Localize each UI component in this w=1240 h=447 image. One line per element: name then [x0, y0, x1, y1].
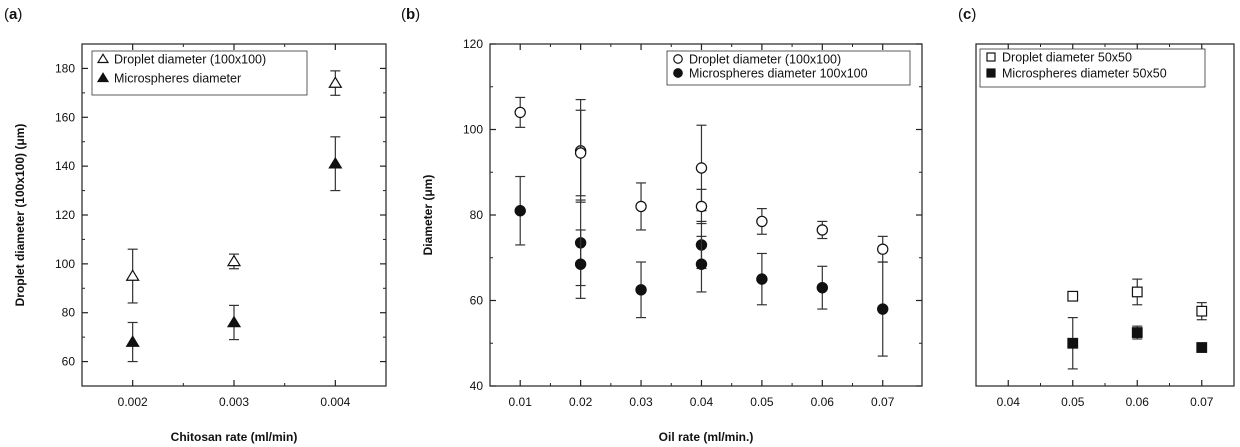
data-point	[635, 200, 647, 213]
legend-marker	[986, 68, 996, 78]
series-2	[125, 136, 343, 363]
y-tick-label: 100	[463, 123, 483, 137]
legend-marker	[673, 68, 683, 78]
legend: Droplet diameter (100x100)Microspheres d…	[666, 50, 911, 86]
data-point	[125, 335, 140, 347]
data-point	[328, 156, 343, 169]
y-axis-label: Droplet diameter (100x100) (μm)	[13, 124, 27, 307]
data-point	[226, 315, 242, 328]
data-point	[816, 281, 829, 294]
y-tick-label: 60	[62, 355, 76, 369]
x-tick-label: 0.06	[811, 395, 835, 409]
data-point	[635, 284, 647, 296]
legend-box	[979, 48, 1206, 88]
data-point	[1067, 290, 1079, 302]
y-tick-label: 60	[470, 294, 484, 308]
data-point	[756, 273, 768, 285]
y-tick-label: 100	[55, 257, 75, 271]
data-point	[1131, 286, 1143, 298]
data-point	[877, 303, 889, 315]
x-tick-label: 0.04	[997, 395, 1021, 409]
data-point	[695, 162, 708, 174]
x-tick-label: 0.002	[118, 395, 148, 409]
x-tick-label: 0.004	[320, 395, 350, 409]
legend-label: Droplet diameter 50x50	[1002, 51, 1132, 65]
y-tick-label: 140	[55, 159, 75, 173]
series-1	[1067, 278, 1208, 321]
data-point	[125, 269, 140, 281]
panel-label: (b)	[401, 6, 420, 23]
panel-label: (c)	[958, 6, 976, 23]
x-tick-label: 0.02	[569, 395, 593, 409]
x-tick-label: 0.07	[871, 395, 895, 409]
series-1	[514, 96, 889, 263]
legend-label: Microspheres diameter 50x50	[1002, 67, 1167, 81]
legend-marker	[673, 54, 683, 64]
legend-label: Microspheres diameter	[114, 72, 241, 86]
plot-frame	[489, 43, 923, 387]
series-1	[125, 70, 343, 304]
panel-a: (a) 0.002 0.003 0.004 60 80 100 120 140 160 180 Chi…	[4, 6, 387, 444]
legend-label: Droplet diameter (100x100)	[114, 53, 266, 67]
legend-marker	[96, 53, 110, 64]
y-tick-label: 120	[463, 37, 483, 51]
x-tick-label: 0.05	[750, 395, 774, 409]
data-point	[877, 243, 889, 255]
legend-box	[91, 50, 308, 96]
panel-b: (b) 0.01 0.02 0.03 0.04 0.05 0.06 0.07 40 60 80 100…	[401, 6, 923, 444]
legend-marker	[96, 72, 110, 83]
x-axis-label: Oil rate (ml/min.)	[659, 430, 754, 444]
y-tick-label: 160	[55, 110, 75, 124]
x-tick-label: 0.06	[1126, 395, 1150, 409]
y-axis-label: Diameter (μm)	[421, 175, 435, 256]
x-tick-label: 0.003	[219, 395, 249, 409]
panel-label: (a)	[4, 6, 22, 23]
data-point	[695, 200, 708, 213]
y-tick-label: 40	[470, 379, 484, 393]
series-2	[1067, 317, 1208, 370]
x-tick-label: 0.01	[509, 395, 533, 409]
y-tick-label: 180	[55, 61, 75, 75]
data-point	[514, 106, 526, 119]
x-tick-label: 0.04	[690, 395, 714, 409]
panel-c: (c) 0.04 0.05 0.06 0.07 Droplet diameter 50x5…	[958, 6, 1235, 409]
legend-label: Droplet diameter (100x100)	[689, 53, 841, 67]
data-point	[328, 76, 343, 88]
legend-marker	[986, 52, 996, 62]
data-point	[756, 215, 768, 228]
data-point	[1131, 327, 1143, 338]
legend-label: Microspheres diameter 100x100	[689, 67, 868, 81]
x-tick-label: 0.05	[1061, 395, 1085, 409]
series-2	[514, 175, 889, 357]
plot-frame	[975, 43, 1235, 387]
y-tick-label: 80	[62, 306, 76, 320]
data-point	[695, 258, 708, 270]
y-tick-label: 80	[470, 208, 484, 222]
data-point	[574, 147, 587, 159]
data-point	[1196, 305, 1208, 317]
legend: Droplet diameter (100x100) Microspheres d…	[91, 50, 308, 96]
data-point	[226, 254, 242, 267]
data-point	[574, 258, 587, 270]
x-tick-label: 0.03	[629, 395, 653, 409]
data-point	[514, 205, 526, 217]
legend: Droplet diameter 50x50 Microspheres diame…	[979, 48, 1206, 88]
y-tick-label: 120	[55, 208, 75, 222]
data-point	[1067, 337, 1079, 349]
legend-box	[666, 50, 911, 86]
x-tick-label: 0.07	[1190, 395, 1214, 409]
data-point	[816, 224, 829, 236]
x-axis-label: Chitosan rate (ml/min)	[171, 430, 298, 444]
data-point	[1196, 342, 1208, 353]
